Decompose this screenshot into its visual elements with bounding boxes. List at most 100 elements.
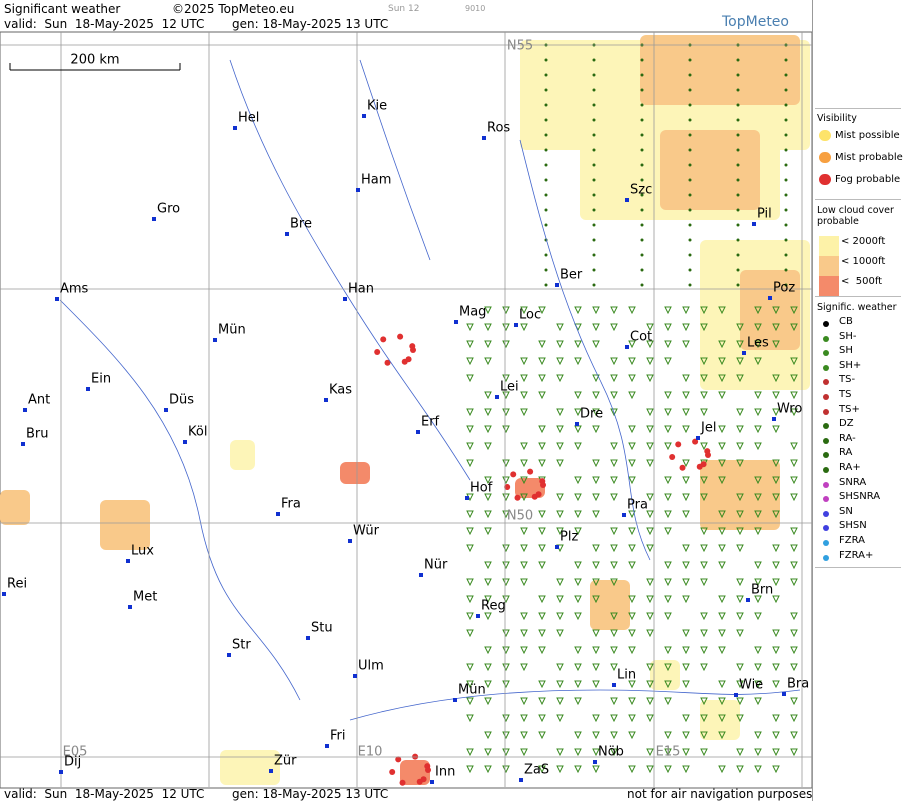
shower-symbol — [502, 340, 510, 349]
shower-symbol — [754, 697, 762, 706]
shower-symbol — [646, 442, 654, 451]
shower-symbol — [772, 510, 780, 519]
shower-symbol — [646, 408, 654, 417]
city-label: Düs — [169, 393, 194, 408]
shower-symbol — [466, 510, 474, 519]
drizzle-symbol — [592, 58, 596, 62]
shower-symbol — [754, 408, 762, 417]
drizzle-symbol — [736, 268, 740, 272]
shower-symbol — [574, 527, 582, 536]
city-label: Ham — [361, 173, 391, 188]
shower-symbol — [772, 663, 780, 672]
shower-symbol — [700, 357, 708, 366]
city-label: Ein — [91, 372, 111, 387]
fog-dot — [514, 494, 521, 501]
city-marker — [612, 683, 616, 687]
city-label: Mag — [459, 305, 486, 320]
shower-symbol — [628, 442, 636, 451]
shower-symbol — [736, 459, 744, 468]
shower-symbol — [664, 340, 672, 349]
shower-symbol — [484, 442, 492, 451]
shower-symbol — [538, 595, 546, 604]
shower-symbol — [664, 323, 672, 332]
shower-symbol — [466, 714, 474, 723]
shower-symbol — [664, 680, 672, 689]
fog-dot — [399, 779, 406, 786]
shower-symbol — [700, 612, 708, 621]
shower-symbol — [790, 357, 798, 366]
shower-symbol — [610, 731, 618, 740]
city-marker — [356, 188, 360, 192]
fog-dot — [510, 471, 517, 478]
shower-symbol — [664, 357, 672, 366]
shower-symbol — [556, 765, 564, 774]
shower-symbol — [718, 765, 726, 774]
legend-symbol — [823, 408, 829, 415]
drizzle-symbol — [784, 133, 788, 137]
shower-symbol — [610, 459, 618, 468]
shower-symbol — [574, 663, 582, 672]
shower-symbol — [772, 731, 780, 740]
cloud-patch — [230, 440, 255, 470]
legend-item: SHSN — [839, 520, 867, 532]
drizzle-symbol — [640, 103, 644, 107]
drizzle-symbol — [544, 73, 548, 77]
shower-symbol — [466, 697, 474, 706]
shower-symbol — [610, 697, 618, 706]
shower-symbol — [700, 306, 708, 315]
shower-symbol — [682, 306, 690, 315]
shower-symbol — [610, 493, 618, 502]
city-marker — [164, 408, 168, 412]
shower-symbol — [520, 408, 528, 417]
shower-symbol — [592, 748, 600, 757]
divider — [815, 296, 901, 297]
grid-label: E15 — [656, 745, 681, 760]
legend-symbol — [823, 423, 829, 430]
shower-symbol — [682, 748, 690, 757]
shower-symbol — [754, 476, 762, 485]
drizzle-symbol — [736, 178, 740, 182]
drizzle-symbol — [688, 58, 692, 62]
shower-symbol — [718, 459, 726, 468]
drizzle-symbol — [592, 253, 596, 257]
city-marker — [768, 296, 772, 300]
shower-symbol — [538, 646, 546, 655]
drizzle-symbol — [544, 103, 548, 107]
shower-symbol — [718, 697, 726, 706]
city-label: Cot — [630, 330, 652, 345]
shower-symbol — [754, 595, 762, 604]
shower-symbol — [610, 527, 618, 536]
shower-symbol — [484, 646, 492, 655]
city-label: Ulm — [358, 659, 384, 674]
shower-symbol — [646, 493, 654, 502]
shower-symbol — [646, 527, 654, 536]
drizzle-symbol — [688, 223, 692, 227]
shower-symbol — [718, 561, 726, 570]
shower-symbol — [502, 663, 510, 672]
drizzle-symbol — [592, 148, 596, 152]
city-marker — [348, 539, 352, 543]
legend-symbol — [819, 256, 839, 276]
shower-symbol — [610, 374, 618, 383]
divider — [815, 108, 901, 109]
map: N55 N50 E05 E10 E15 Hel Kie Ros Gro Ham Bre Szc Pil… — [0, 31, 812, 789]
shower-symbol — [520, 306, 528, 315]
shower-symbol — [682, 425, 690, 434]
city-marker — [276, 512, 280, 516]
drizzle-symbol — [688, 268, 692, 272]
shower-symbol — [664, 306, 672, 315]
legend-item: CB — [839, 316, 853, 327]
fog-dot — [504, 483, 511, 490]
shower-symbol — [592, 323, 600, 332]
shower-symbol — [790, 748, 798, 757]
fog-dot — [700, 461, 707, 468]
shower-symbol — [700, 544, 708, 553]
city-label: Bre — [290, 217, 312, 232]
shower-symbol — [754, 765, 762, 774]
shower-symbol — [466, 578, 474, 587]
city-marker — [285, 232, 289, 236]
shower-symbol — [700, 578, 708, 587]
shower-symbol — [538, 357, 546, 366]
city-label: Bra — [787, 677, 809, 692]
shower-symbol — [610, 561, 618, 570]
